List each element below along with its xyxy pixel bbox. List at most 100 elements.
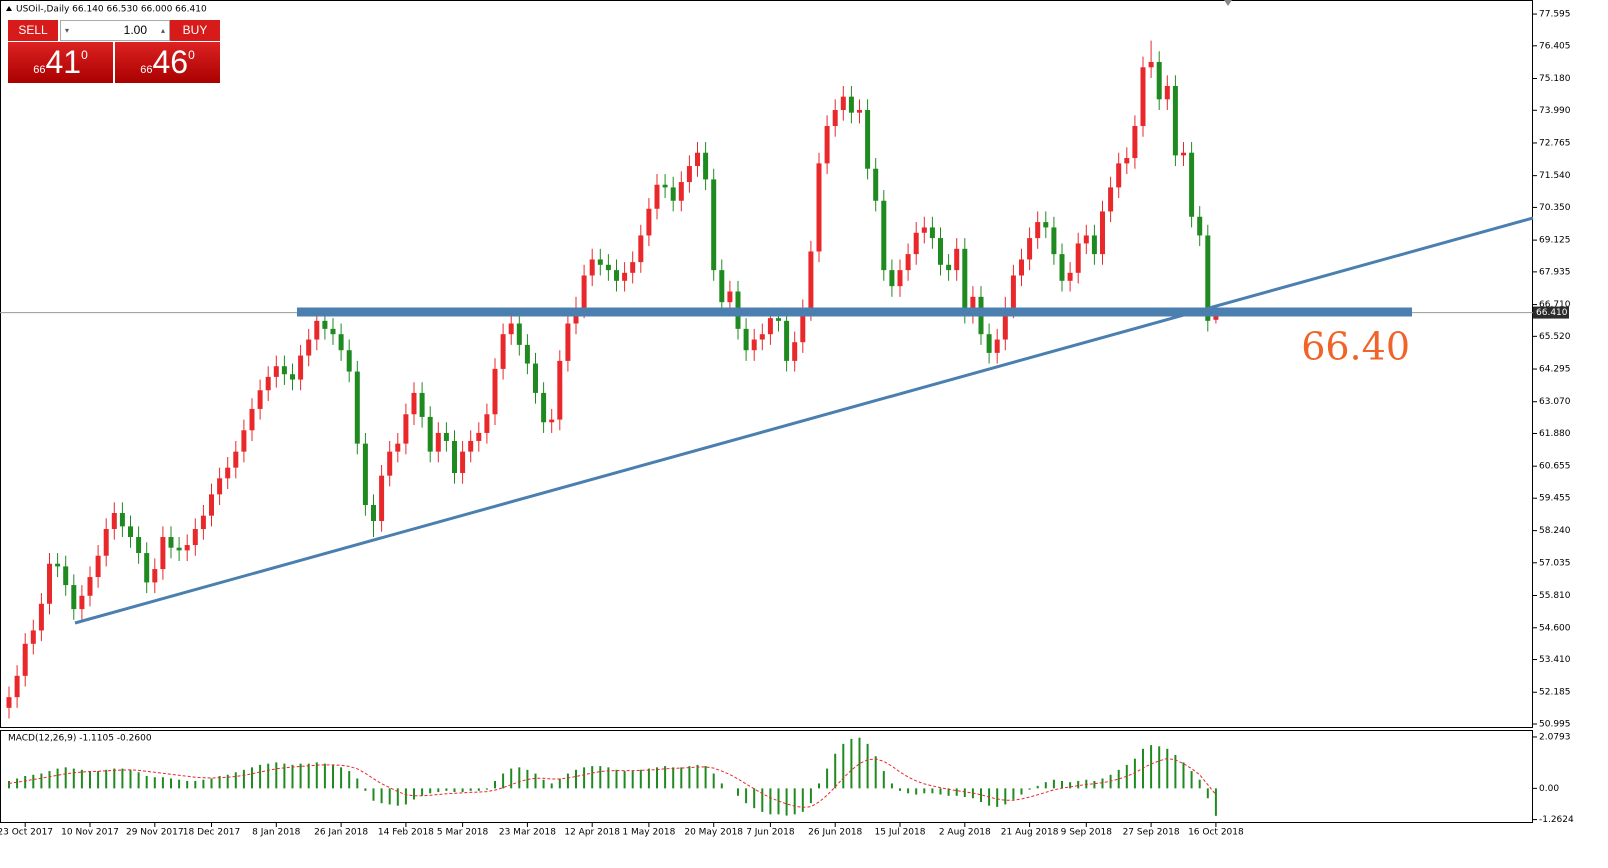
candle-body xyxy=(1019,259,1024,276)
candle-body xyxy=(460,451,466,473)
y-tick-label: 71.540 xyxy=(1539,171,1571,181)
last-price-tag: 66.410 xyxy=(1536,308,1568,318)
candle-body xyxy=(946,264,952,271)
candle-body xyxy=(719,270,725,303)
candle-body xyxy=(443,432,449,441)
candle-body xyxy=(330,328,336,335)
candle-body xyxy=(1027,238,1033,260)
candle-body xyxy=(743,328,749,351)
lot-up[interactable]: ▴ xyxy=(160,26,165,35)
candle-body xyxy=(249,408,255,431)
x-tick-label: 14 Feb 2018 xyxy=(378,828,434,838)
price-annotation: 66.40 xyxy=(1301,325,1410,369)
y-tick-label: 60.655 xyxy=(1539,462,1571,472)
x-tick-label: 12 Apr 2018 xyxy=(564,828,620,838)
signal-line xyxy=(8,757,1217,808)
candle-body xyxy=(160,537,166,570)
y-tick-label: 58.240 xyxy=(1539,526,1571,536)
header-icon xyxy=(6,6,12,11)
y-tick-label: 55.810 xyxy=(1539,591,1571,601)
y-tick-label: 54.600 xyxy=(1539,623,1571,633)
candle-body xyxy=(168,537,174,548)
y-tick-label: 2.0793 xyxy=(1539,732,1571,742)
buy-button[interactable]: BUY xyxy=(170,20,220,41)
y-tick-label: 77.595 xyxy=(1539,10,1571,20)
candle-body xyxy=(776,318,781,321)
candle-body xyxy=(913,232,919,255)
candle-body xyxy=(703,152,709,180)
lot-down[interactable]: ▾ xyxy=(65,26,70,35)
candle-body xyxy=(1059,254,1065,281)
y-tick-label: 61.880 xyxy=(1539,429,1571,439)
candle-body xyxy=(379,475,385,522)
y-tick-label: 53.410 xyxy=(1539,655,1571,665)
candle-body xyxy=(727,291,733,303)
candle-body xyxy=(427,416,433,452)
candle-body xyxy=(241,430,247,452)
candle-body xyxy=(1164,85,1170,100)
candle-body xyxy=(792,342,798,361)
candle-body xyxy=(476,432,482,441)
candle-body xyxy=(1140,67,1146,127)
candle-body xyxy=(962,248,968,313)
candle-body xyxy=(508,323,514,335)
candle-body xyxy=(281,366,287,375)
macd-frame xyxy=(0,730,1533,823)
candle-body xyxy=(857,110,862,113)
candle-body xyxy=(306,339,312,356)
candle-body xyxy=(889,270,895,287)
candle-body xyxy=(1010,275,1016,308)
candle-body xyxy=(824,126,830,164)
candle-body xyxy=(881,200,887,271)
candle-body xyxy=(103,529,109,556)
candle-body xyxy=(938,238,943,265)
x-tick-label: 10 Nov 2017 xyxy=(61,828,119,838)
candle-body xyxy=(500,334,506,369)
candle-body xyxy=(30,630,36,644)
last-price-tag-bg xyxy=(1533,306,1569,319)
candle-body xyxy=(1075,243,1081,273)
candle-body xyxy=(38,603,44,631)
ask-frac: 0 xyxy=(188,48,195,62)
x-tick-label: 26 Jan 2018 xyxy=(314,828,368,838)
x-tick-label: 26 Jun 2018 xyxy=(808,828,862,838)
bid-frac: 0 xyxy=(81,48,88,62)
ask-pips: 46 xyxy=(152,44,189,80)
candle-body xyxy=(403,414,409,444)
chart-header: USOil-,Daily 66.140 66.530 66.000 66.410 xyxy=(16,5,207,15)
bid-big: 66 xyxy=(33,64,46,76)
candle-body xyxy=(217,478,223,495)
candle-body xyxy=(1116,163,1122,188)
candle-body xyxy=(1124,158,1130,164)
candle-body xyxy=(55,563,61,567)
candle-body xyxy=(79,595,85,610)
y-tick-label: 64.295 xyxy=(1539,365,1571,375)
lot-input[interactable]: ▾ 1.00 ▴ xyxy=(60,20,170,41)
candle-body xyxy=(1083,235,1089,244)
y-tick-label: 76.405 xyxy=(1539,41,1571,51)
bid-quote[interactable]: 66410 xyxy=(8,42,113,83)
candle-body xyxy=(484,414,490,433)
candle-body xyxy=(605,264,611,271)
candle-body xyxy=(929,227,935,239)
candle-body xyxy=(71,585,77,610)
y-tick-label: 52.185 xyxy=(1539,688,1571,698)
ask-quote[interactable]: 66460 xyxy=(115,42,220,83)
candle-body xyxy=(767,318,773,335)
candle-body xyxy=(1189,152,1195,217)
candle-body xyxy=(921,227,927,233)
candle-body xyxy=(1091,235,1097,255)
y-tick-label: 66.710 xyxy=(1539,300,1571,310)
lot-value: 1.00 xyxy=(123,23,147,37)
candle-body xyxy=(298,355,304,380)
candle-body xyxy=(87,577,93,596)
sell-button[interactable]: SELL xyxy=(8,20,58,41)
candle-body xyxy=(128,526,133,538)
y-tick-label: 72.765 xyxy=(1539,138,1571,148)
y-tick-label: 63.070 xyxy=(1539,397,1571,407)
candle-body xyxy=(1205,235,1211,321)
x-tick-label: 20 May 2018 xyxy=(684,828,743,838)
candle-body xyxy=(200,515,206,530)
candle-body xyxy=(759,334,765,340)
candle-body xyxy=(265,376,271,391)
